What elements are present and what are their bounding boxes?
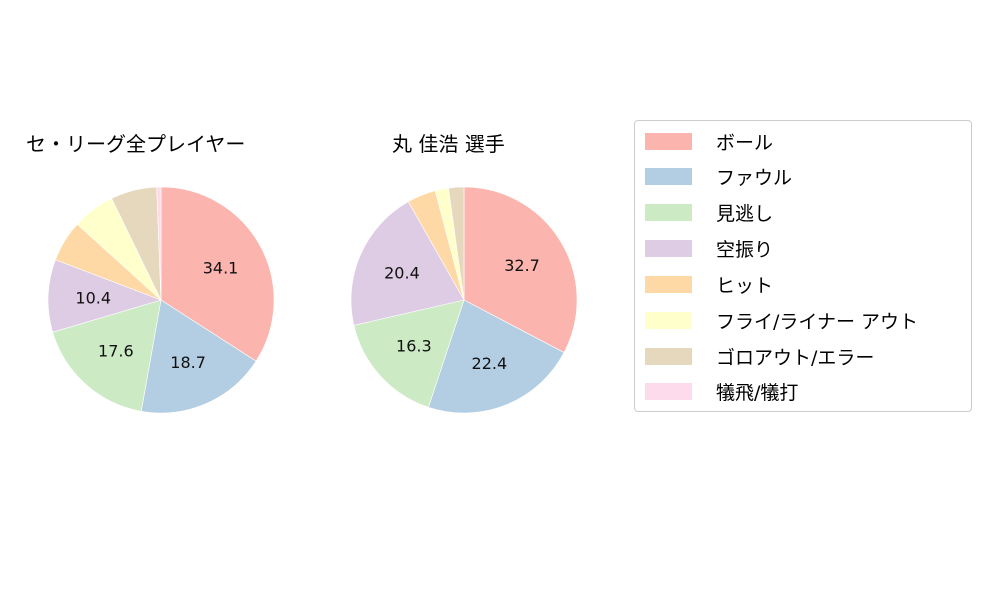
legend-item-foul: ファウル	[645, 166, 792, 189]
slice-value-label: 17.6	[98, 342, 134, 361]
slice-value-label: 20.4	[384, 264, 420, 283]
legend-swatch	[645, 311, 692, 329]
legend-label: フライ/ライナー アウト	[716, 310, 919, 333]
pie-slice	[350, 201, 465, 326]
pie-slice	[47, 259, 162, 333]
slice-value-label: 22.4	[472, 354, 508, 373]
legend-label: 犠飛/犠打	[716, 381, 799, 404]
legend-swatch	[645, 275, 692, 293]
pie-slice	[463, 186, 578, 353]
legend-item-swinging-strike: 空振り	[645, 238, 773, 261]
legend-label: 見逃し	[716, 202, 774, 225]
legend-label: ゴロアウト/エラー	[716, 346, 875, 369]
legend-item-called-strike: 見逃し	[645, 202, 773, 225]
slice-value-label: 16.3	[396, 337, 432, 356]
pie-slice	[353, 299, 465, 408]
legend: ボール ファウル 見逃し 空振り ヒット フライ/ライナー アウト ゴロアウト/…	[634, 120, 972, 412]
pie-slice	[156, 186, 162, 301]
pie-slice	[52, 299, 162, 412]
legend-item-sacrifice: 犠飛/犠打	[645, 381, 798, 404]
legend-swatch	[645, 239, 692, 257]
pie-slice	[428, 299, 565, 414]
legend-item-ground-out-error: ゴロアウト/エラー	[645, 346, 874, 369]
slice-value-label: 32.7	[504, 256, 540, 275]
legend-swatch	[645, 382, 692, 400]
slice-value-label: 10.4	[75, 288, 111, 307]
legend-item-hit: ヒット	[645, 274, 773, 297]
legend-label: 空振り	[716, 238, 774, 261]
legend-swatch	[645, 167, 692, 185]
right-chart-title: 丸 佳浩 選手	[392, 132, 505, 156]
left-chart-title: セ・リーグ全プレイヤー	[26, 132, 246, 156]
legend-label: ファウル	[716, 166, 793, 189]
legend-item-fly-liner-out: フライ/ライナー アウト	[645, 310, 918, 333]
legend-label: ボール	[716, 131, 774, 154]
legend-item-ball: ボール	[645, 131, 773, 154]
legend-swatch	[645, 347, 692, 365]
pie-player: 32.7 22.4 16.3 20.4	[350, 186, 578, 414]
slice-value-label: 18.7	[170, 353, 206, 372]
pie-league: 34.1 18.7 17.6 10.4	[47, 186, 275, 414]
pie-slice	[140, 299, 257, 414]
pie-slice	[448, 186, 465, 301]
legend-swatch	[645, 203, 692, 221]
slice-value-label: 34.1	[203, 259, 239, 278]
legend-label: ヒット	[716, 274, 774, 297]
legend-swatch	[645, 132, 692, 150]
pie-slice	[160, 186, 275, 362]
